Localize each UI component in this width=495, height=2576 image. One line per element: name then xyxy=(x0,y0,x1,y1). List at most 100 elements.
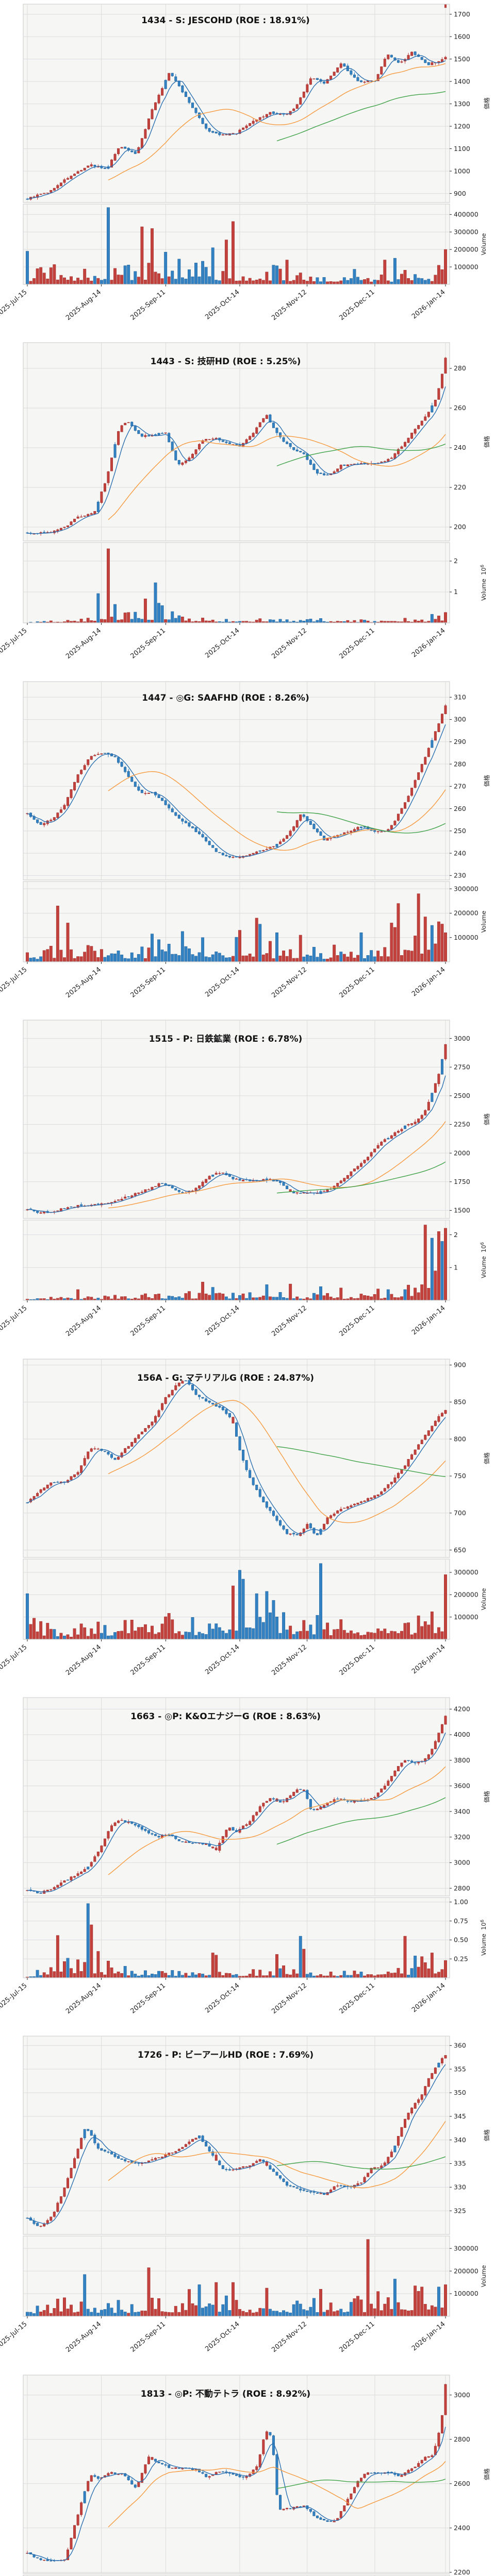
price-axis-label: 価格 xyxy=(483,2129,490,2141)
candle-body xyxy=(343,2185,346,2187)
candle-body xyxy=(59,2196,62,2204)
volume-bar xyxy=(403,270,407,284)
candle-body xyxy=(140,1431,143,1434)
volume-bar xyxy=(272,1600,275,1639)
volume-bar xyxy=(154,2309,157,2316)
volume-bar xyxy=(174,1633,177,1639)
volume-bar xyxy=(268,1971,272,1978)
candle-body xyxy=(147,435,150,437)
volume-bar xyxy=(232,1585,235,1639)
volume-bar xyxy=(164,951,168,962)
candle-body xyxy=(194,1388,197,1395)
volume-bar xyxy=(214,1293,218,1300)
volume-bar xyxy=(211,1629,214,1639)
volume-bar xyxy=(397,279,400,284)
volume-bar xyxy=(171,1296,174,1300)
volume-bar xyxy=(275,2311,278,2316)
volume-bars xyxy=(26,1225,447,1300)
candle-body xyxy=(137,2163,140,2164)
volume-bar xyxy=(380,1631,383,1639)
volume-bar xyxy=(370,2303,373,2316)
volume-bar xyxy=(434,2307,437,2316)
price-tick-label: 240 xyxy=(454,849,466,857)
candle-body xyxy=(214,131,218,133)
volume-bar xyxy=(164,2312,168,2316)
candle-body xyxy=(177,460,180,465)
candle-body xyxy=(113,154,117,161)
candle-body xyxy=(130,776,134,782)
price-tick-label: 3200 xyxy=(454,1833,470,1841)
volume-bar xyxy=(363,1975,366,1978)
volume-bar xyxy=(285,956,289,962)
volume-bar xyxy=(211,247,214,284)
candle-body xyxy=(80,770,83,774)
candle-body xyxy=(218,2161,221,2165)
candle-body xyxy=(110,2472,113,2474)
volume-bar xyxy=(100,1299,103,1300)
volume-bar xyxy=(113,1295,117,1300)
price-tick-label: 300 xyxy=(454,716,466,723)
volume-bar xyxy=(100,280,103,284)
volume-bar xyxy=(356,1974,359,1978)
candle-body xyxy=(93,755,96,756)
volume-bar xyxy=(423,1225,427,1300)
candle-body xyxy=(218,852,221,853)
candle-body xyxy=(225,1829,228,1837)
candle-body xyxy=(93,2134,96,2144)
volume-bar xyxy=(403,618,407,623)
candle-body xyxy=(400,2475,403,2477)
candle-body xyxy=(295,104,299,109)
volume-bar xyxy=(440,1969,444,1978)
candle-body xyxy=(134,151,137,154)
volume-bar xyxy=(167,1975,171,1978)
price-tick-label: 700 xyxy=(454,1509,466,1517)
candle-body xyxy=(269,2432,272,2435)
candle-body xyxy=(326,838,329,841)
candle-body xyxy=(211,1402,214,1404)
volume-bar xyxy=(316,2312,319,2316)
candle-body xyxy=(140,434,143,437)
candle-body xyxy=(90,513,93,515)
volume-bar xyxy=(191,1298,194,1300)
candle-body xyxy=(319,1191,322,1194)
candle-body xyxy=(168,804,171,808)
volume-bar xyxy=(194,263,197,284)
candle-body xyxy=(390,1135,393,1139)
candle-body xyxy=(110,1454,113,1458)
volume-bar xyxy=(137,1975,140,1978)
volume-bar xyxy=(90,946,93,962)
candle-body xyxy=(440,374,443,388)
gridlines xyxy=(23,2036,450,2317)
volume-bar xyxy=(147,1975,151,1978)
volume-bar xyxy=(383,621,387,623)
candle-body xyxy=(427,2078,430,2087)
volume-bar xyxy=(137,277,140,284)
candle-body xyxy=(437,2432,440,2447)
candle-body xyxy=(431,1093,434,1102)
volume-bar xyxy=(383,1974,387,1978)
volume-bar xyxy=(36,268,39,284)
price-axis-label: 価格 xyxy=(483,774,490,786)
candle-body xyxy=(208,439,211,440)
volume-bar xyxy=(42,273,46,284)
candle-body xyxy=(312,2192,316,2193)
candle-body xyxy=(258,422,261,428)
candle-body xyxy=(407,1459,410,1466)
volume-bar xyxy=(423,1621,427,1639)
volume-bar xyxy=(265,953,269,962)
candle-body xyxy=(198,444,201,450)
price-pane xyxy=(23,342,450,541)
price-pane xyxy=(23,1697,450,1896)
candle-body xyxy=(168,433,171,443)
price-axis-label: 価格 xyxy=(483,97,490,109)
candle-body xyxy=(201,2472,204,2474)
volume-bar xyxy=(349,278,353,284)
volume-tick-label: 1.00 xyxy=(454,1898,468,1906)
candle-body xyxy=(265,114,268,117)
candle-body xyxy=(309,1799,312,1809)
volume-bar xyxy=(171,270,174,284)
volume-bar xyxy=(164,1973,168,1978)
volume-bar xyxy=(66,2309,70,2316)
volume-bar xyxy=(430,2306,434,2316)
volume-tick-label: 0.50 xyxy=(454,1936,468,1944)
